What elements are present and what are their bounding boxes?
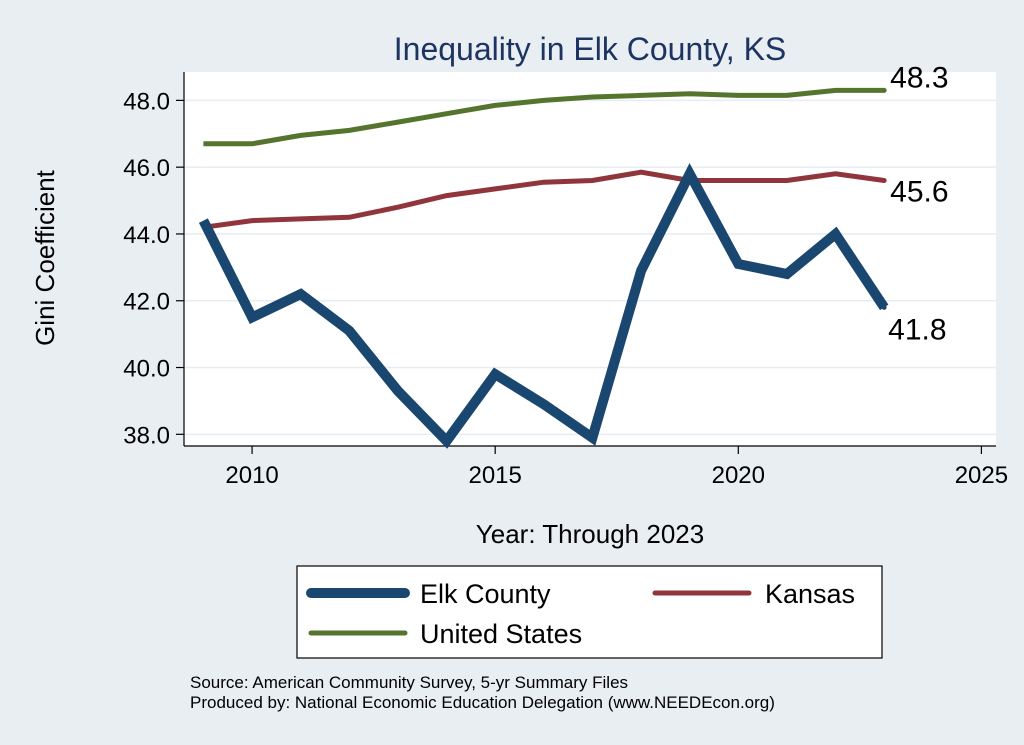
plot-area: [184, 72, 996, 446]
series-end-label-kansas: 45.6: [890, 176, 948, 209]
series-end-point-united-states: [881, 87, 887, 93]
x-tick-label: 2025: [955, 462, 1008, 489]
legend: Elk County Kansas United States: [296, 565, 883, 659]
series-end-label-elk-county: 41.8: [888, 313, 946, 346]
legend-label-united-states: United States: [420, 619, 582, 649]
series-line-elk-county: [198, 162, 889, 449]
series-end-point-kansas: [881, 178, 887, 184]
legend-label-kansas: Kansas: [765, 579, 855, 609]
y-axis-label: Gini Coefficient: [30, 169, 60, 346]
y-tick-label: 42.0: [123, 289, 170, 316]
x-tick-label: 2010: [225, 462, 278, 489]
series-end-point-elk-county: [881, 304, 887, 310]
y-tick-label: 48.0: [123, 88, 170, 115]
source-note: Source: American Community Survey, 5-yr …: [190, 673, 628, 692]
x-tick-label: 2015: [468, 462, 521, 489]
y-tick-label: 38.0: [123, 422, 170, 449]
chart-title: Inequality in Elk County, KS: [394, 31, 787, 67]
series-layer: 48.3 45.6 41.8: [198, 61, 949, 449]
series-end-label-united-states: 48.3: [890, 61, 948, 94]
grid-layer: [184, 99, 996, 436]
y-tick-label: 44.0: [123, 222, 170, 249]
axes-layer: 38.0 40.0 42.0 44.0 46.0 48.0 2010 2015 2020 2025: [123, 72, 1008, 489]
legend-box: [296, 565, 883, 659]
y-tick-label: 46.0: [123, 155, 170, 182]
series-line-united-states: [203, 87, 885, 147]
x-axis-label: Year: Through 2023: [476, 519, 704, 549]
legend-label-elk-county: Elk County: [420, 579, 551, 609]
y-tick-label: 40.0: [123, 356, 170, 383]
series-line-kansas: [203, 169, 885, 230]
x-tick-label: 2020: [712, 462, 765, 489]
produced-by-note: Produced by: National Economic Education…: [190, 693, 775, 712]
